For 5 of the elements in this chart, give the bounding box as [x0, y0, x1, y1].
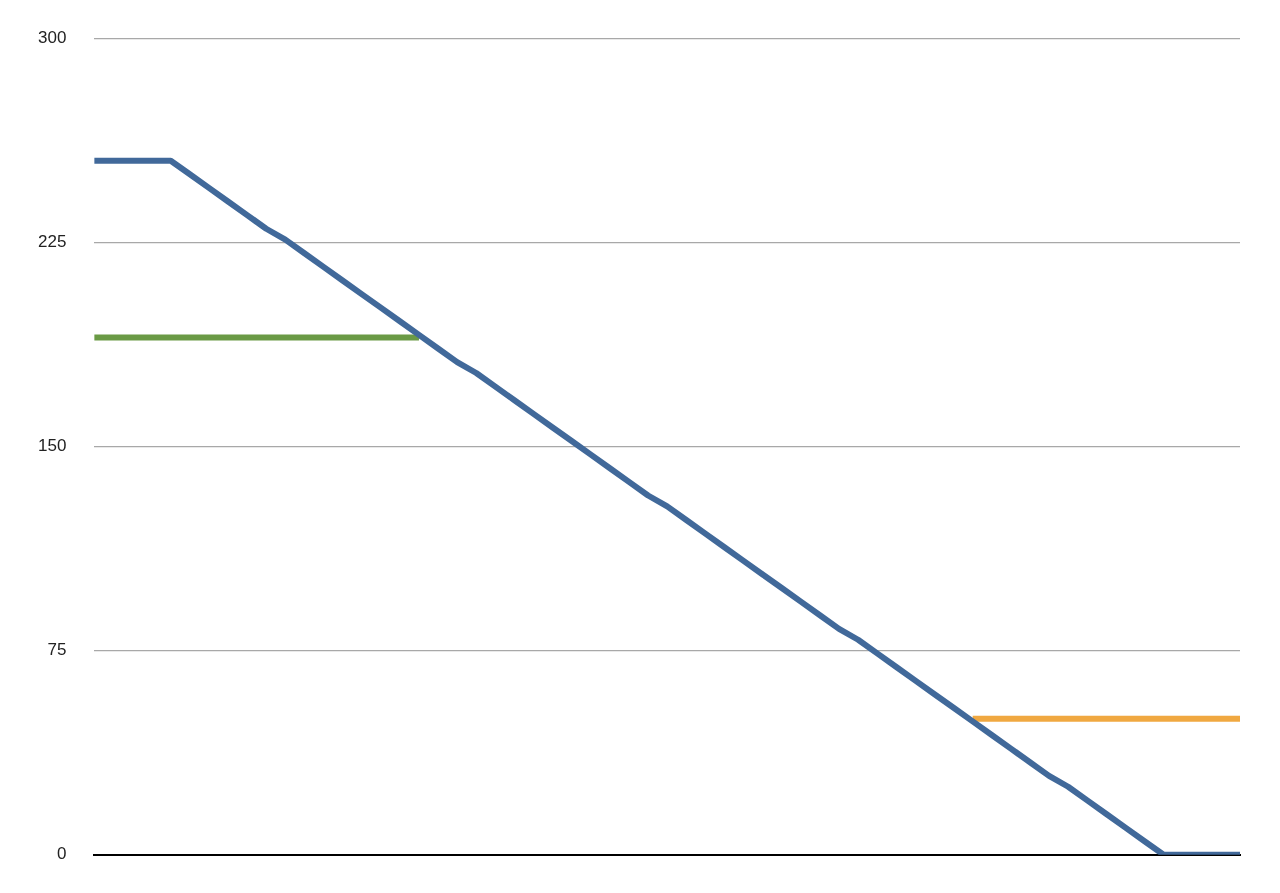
y-tick-label: 75 [47, 640, 67, 660]
y-tick-label: 225 [37, 232, 67, 252]
y-tick-label: 0 [56, 844, 67, 864]
y-tick-label: 300 [37, 27, 67, 47]
y-tick-label: 150 [37, 436, 67, 456]
